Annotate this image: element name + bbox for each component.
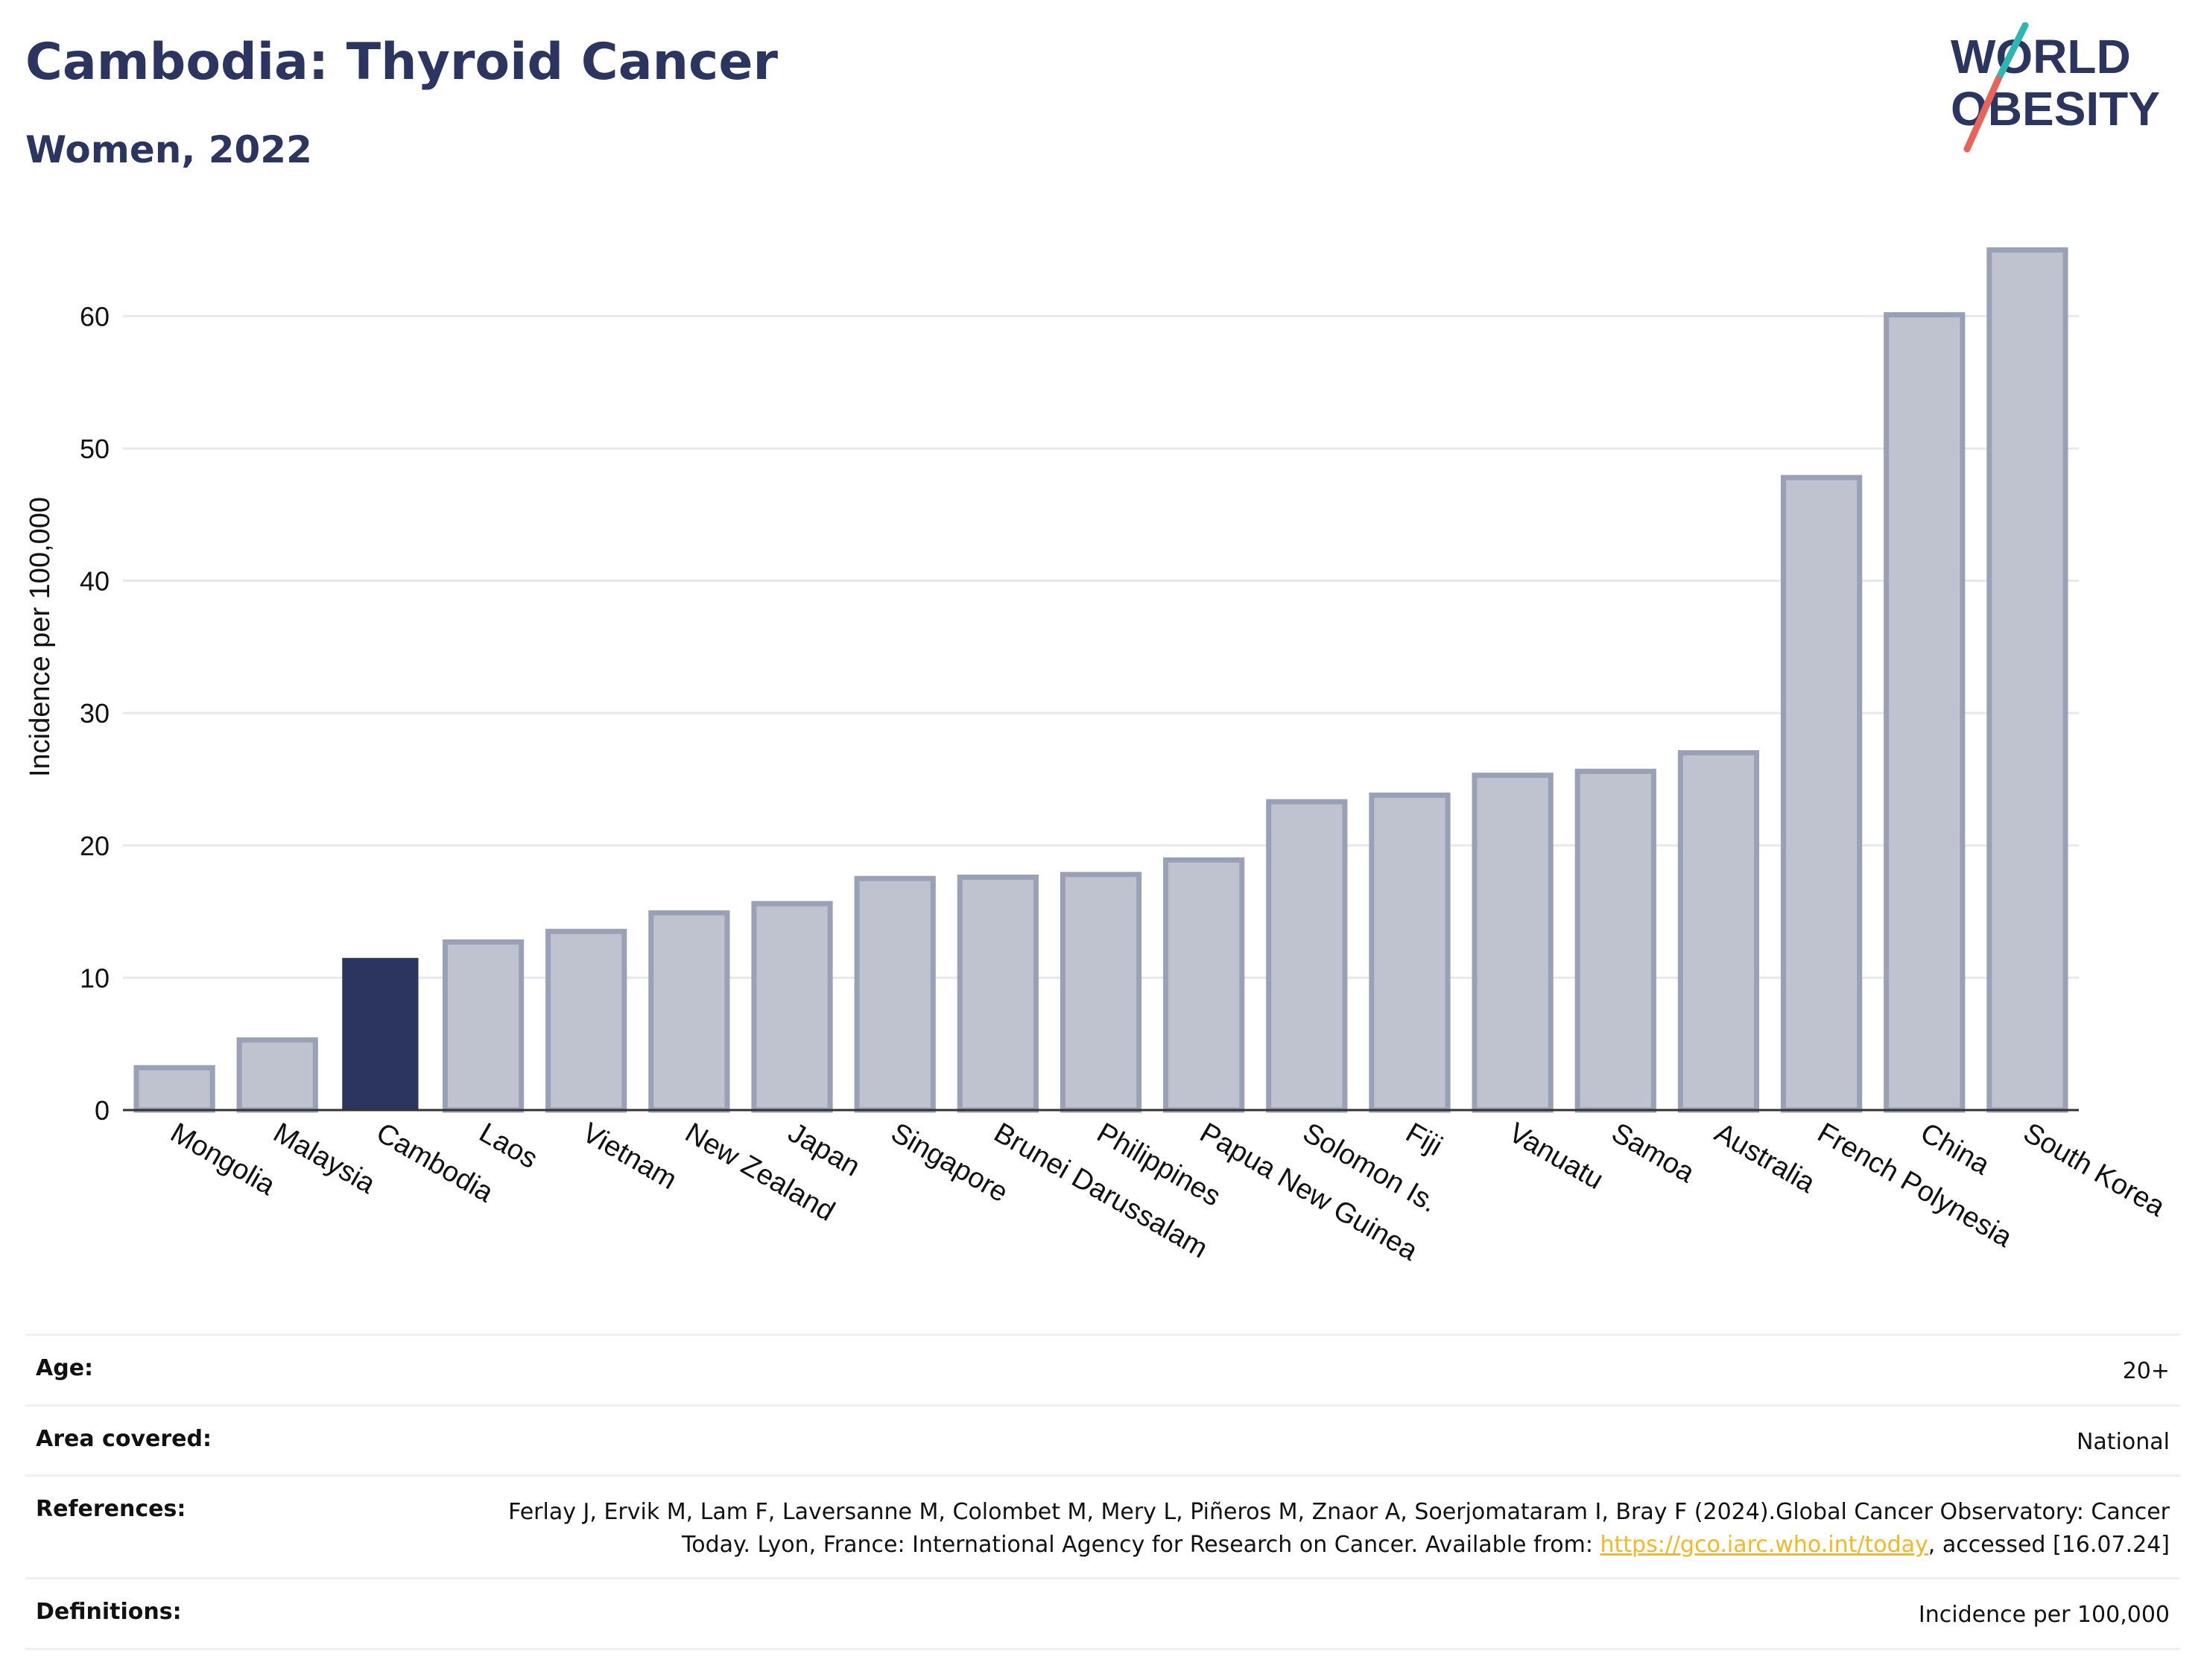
references-value: Ferlay J, Ervik M, Lam F, Laversanne M, … bbox=[493, 1496, 2170, 1561]
info-row-area: Area covered: National bbox=[25, 1404, 2180, 1475]
y-tick-label: 40 bbox=[80, 566, 110, 597]
page-title: Cambodia: Thyroid Cancer bbox=[25, 33, 778, 92]
x-tick-label: South Korea bbox=[2018, 1117, 2170, 1223]
info-row-references: References: Ferlay J, Ervik M, Lam F, La… bbox=[25, 1474, 2180, 1577]
info-table: Age: 20+ Area covered: National Referenc… bbox=[25, 1334, 2180, 1650]
references-label: References: bbox=[36, 1496, 186, 1522]
x-tick-label: Cambodia bbox=[371, 1117, 499, 1208]
definitions-label: Definitions: bbox=[36, 1599, 182, 1625]
references-text-2: , accessed [16.07.24] bbox=[1928, 1531, 2170, 1558]
bar-samoa bbox=[1574, 768, 1656, 1113]
bar-chart: 0 10 20 30 40 50 60 MongoliaMalaysiaCambodiaLa… bbox=[25, 247, 2171, 1267]
area-label: Area covered: bbox=[36, 1425, 212, 1452]
bar-singapore bbox=[854, 875, 936, 1113]
page-subtitle: Women, 2022 bbox=[25, 128, 312, 171]
bar-brunei-darussalam bbox=[957, 874, 1039, 1113]
bar-vanuatu bbox=[1472, 773, 1554, 1113]
x-tick-label: Samoa bbox=[1606, 1117, 1700, 1189]
bar-solomon-is bbox=[1266, 799, 1348, 1113]
x-tick-label: Fiji bbox=[1400, 1117, 1447, 1162]
bar-fiji bbox=[1369, 792, 1451, 1113]
bar-japan bbox=[751, 901, 833, 1113]
x-tick-label: Vanuatu bbox=[1504, 1117, 1609, 1196]
bar-laos bbox=[442, 939, 525, 1113]
x-tick-label: Malaysia bbox=[268, 1117, 381, 1200]
bar-vietnam bbox=[545, 928, 627, 1113]
x-tick-label: French Polynesia bbox=[1812, 1117, 2018, 1254]
bar-philippines bbox=[1060, 872, 1142, 1113]
x-tick-label: China bbox=[1915, 1117, 1995, 1181]
x-tick-label: Vietnam bbox=[577, 1117, 682, 1196]
age-label: Age: bbox=[36, 1355, 94, 1381]
bar-papua-new-guinea bbox=[1163, 857, 1245, 1113]
x-tick-label: Singapore bbox=[886, 1117, 1013, 1208]
y-tick-label: 20 bbox=[80, 831, 110, 861]
x-tick-label: Japan bbox=[783, 1117, 866, 1182]
bar-new-zealand bbox=[648, 910, 730, 1113]
references-text-1: Ferlay J, Ervik M, Lam F, Laversanne M, … bbox=[508, 1499, 2170, 1558]
area-value: National bbox=[2076, 1428, 2170, 1455]
y-tick-label: 60 bbox=[80, 301, 110, 332]
definitions-value: Incidence per 100,000 bbox=[1918, 1602, 2170, 1628]
y-tick-label: 30 bbox=[80, 698, 110, 729]
logo-line-world: WORLD bbox=[1951, 30, 2131, 83]
bar-china bbox=[1884, 312, 1966, 1113]
bar-french-polynesia bbox=[1780, 475, 1863, 1113]
bars bbox=[133, 247, 2068, 1113]
bar-australia bbox=[1677, 749, 1760, 1113]
references-link[interactable]: https://gco.iarc.who.int/today bbox=[1600, 1531, 1928, 1558]
world-obesity-logo: WORLD OBESITY bbox=[1951, 22, 2160, 153]
y-tick-label: 0 bbox=[95, 1095, 110, 1126]
y-tick-label: 50 bbox=[80, 434, 110, 464]
y-axis-label: Incidence per 100,000 bbox=[25, 497, 56, 777]
y-tick-labels: 0 10 20 30 40 50 60 bbox=[80, 301, 110, 1126]
bar-mongolia bbox=[133, 1065, 215, 1113]
logo-slash-coral bbox=[1963, 75, 2002, 153]
x-tick-label: Mongolia bbox=[165, 1117, 281, 1202]
x-tick-label: Laos bbox=[474, 1117, 542, 1175]
logo-slash-teal bbox=[1995, 22, 2029, 83]
info-row-definitions: Definitions: Incidence per 100,000 bbox=[25, 1577, 2180, 1650]
bar-cambodia bbox=[342, 957, 419, 1110]
age-value: 20+ bbox=[2122, 1358, 2170, 1384]
info-row-age: Age: 20+ bbox=[25, 1334, 2180, 1404]
x-tick-label: Australia bbox=[1709, 1117, 1821, 1199]
y-tick-label: 10 bbox=[80, 963, 110, 993]
bar-malaysia bbox=[236, 1037, 318, 1113]
bar-south-korea bbox=[1986, 247, 2068, 1113]
